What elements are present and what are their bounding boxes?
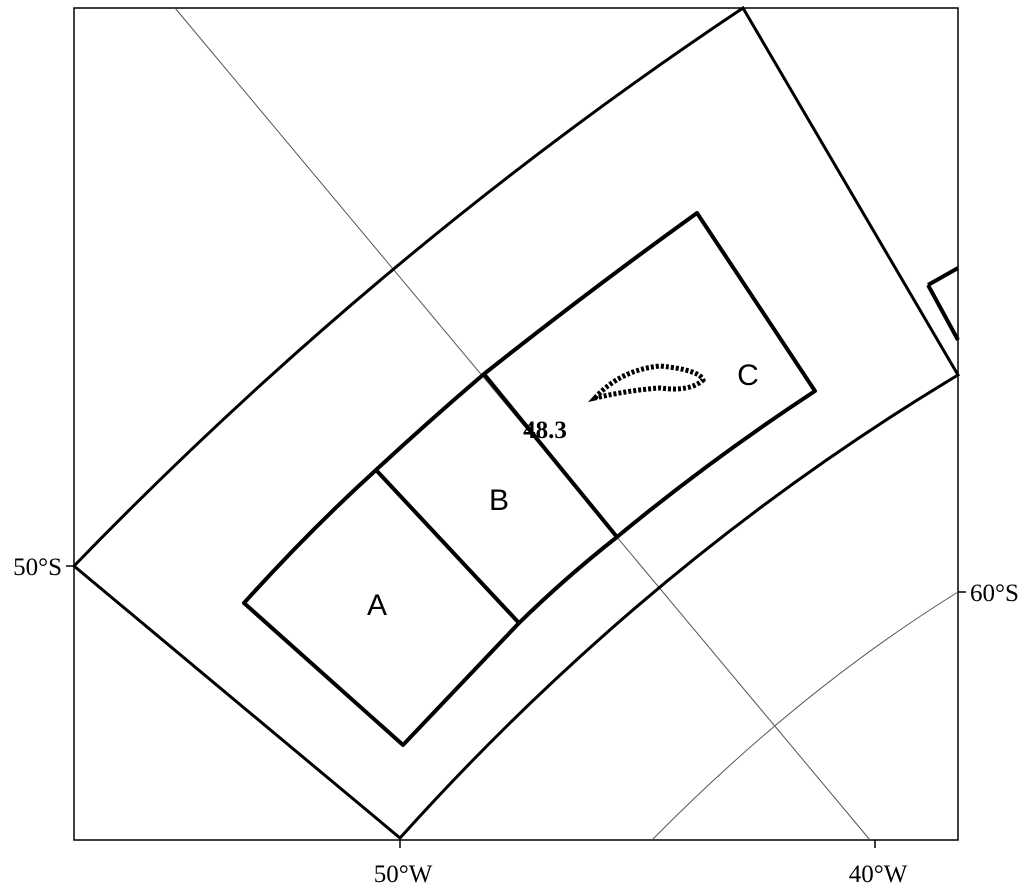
lon-label: 50°W — [374, 861, 433, 888]
region-label: A — [367, 589, 387, 622]
region-c — [482, 211, 817, 539]
ticks — [66, 565, 966, 848]
island — [587, 363, 706, 403]
adjacent-region — [926, 266, 960, 341]
region-label: B — [489, 484, 509, 517]
annotation: 48.3 — [523, 417, 567, 444]
region-label: C — [737, 359, 759, 392]
parallel-60s — [651, 591, 959, 841]
outer-region — [71, 5, 961, 841]
lat-label: 50°S — [13, 554, 62, 581]
map-frame — [73, 7, 959, 841]
region-a — [242, 468, 521, 747]
lon-label: 40°W — [849, 861, 908, 888]
lat-label: 60°S — [970, 580, 1019, 607]
